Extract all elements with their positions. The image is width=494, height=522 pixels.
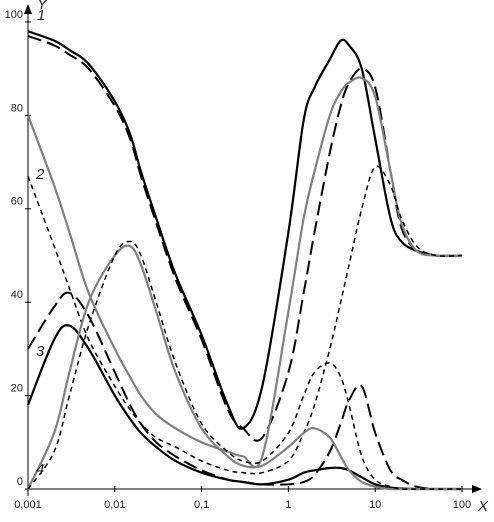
curve: [26, 324, 462, 491]
x-tick-label: 10: [369, 499, 381, 511]
curve-label: 4: [36, 461, 44, 478]
y-tick-label: 60: [11, 196, 23, 208]
y-tick-label: 20: [11, 383, 23, 395]
curve: [27, 240, 462, 490]
curve: [26, 76, 463, 469]
curve-label: 3: [36, 343, 45, 360]
x-tick-label: 0,01: [104, 499, 125, 511]
curve: [27, 244, 462, 491]
curve-label: 1: [37, 7, 45, 24]
x-tick-label: 0,1: [194, 499, 209, 511]
x-tick-label: 0,001: [14, 499, 42, 511]
y-tick-label: 100: [5, 9, 23, 21]
curve: [27, 30, 463, 430]
y-arrow: [24, 4, 32, 14]
x-tick-label: 100: [453, 499, 471, 511]
y-axis-label: Y: [37, 0, 48, 13]
curve-label: 2: [35, 166, 45, 183]
x-axis-label: X: [477, 498, 489, 515]
y-tick-label: 80: [11, 102, 23, 114]
curve: [27, 35, 463, 442]
x-arrow: [472, 485, 482, 493]
curve: [27, 165, 463, 475]
y-tick-label: 0: [17, 476, 23, 488]
x-tick-label: 1: [285, 499, 291, 511]
y-tick-label: 40: [11, 289, 23, 301]
curve: [27, 291, 463, 491]
